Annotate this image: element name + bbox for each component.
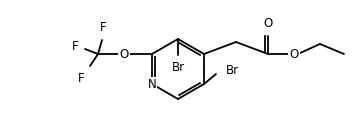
Text: O: O xyxy=(120,47,129,60)
Text: O: O xyxy=(289,47,299,60)
Text: F: F xyxy=(100,21,106,34)
Text: N: N xyxy=(147,78,156,91)
Text: F: F xyxy=(71,40,78,54)
Text: O: O xyxy=(263,17,272,30)
Text: F: F xyxy=(77,72,84,85)
Text: Br: Br xyxy=(171,61,185,74)
Text: Br: Br xyxy=(226,63,239,76)
